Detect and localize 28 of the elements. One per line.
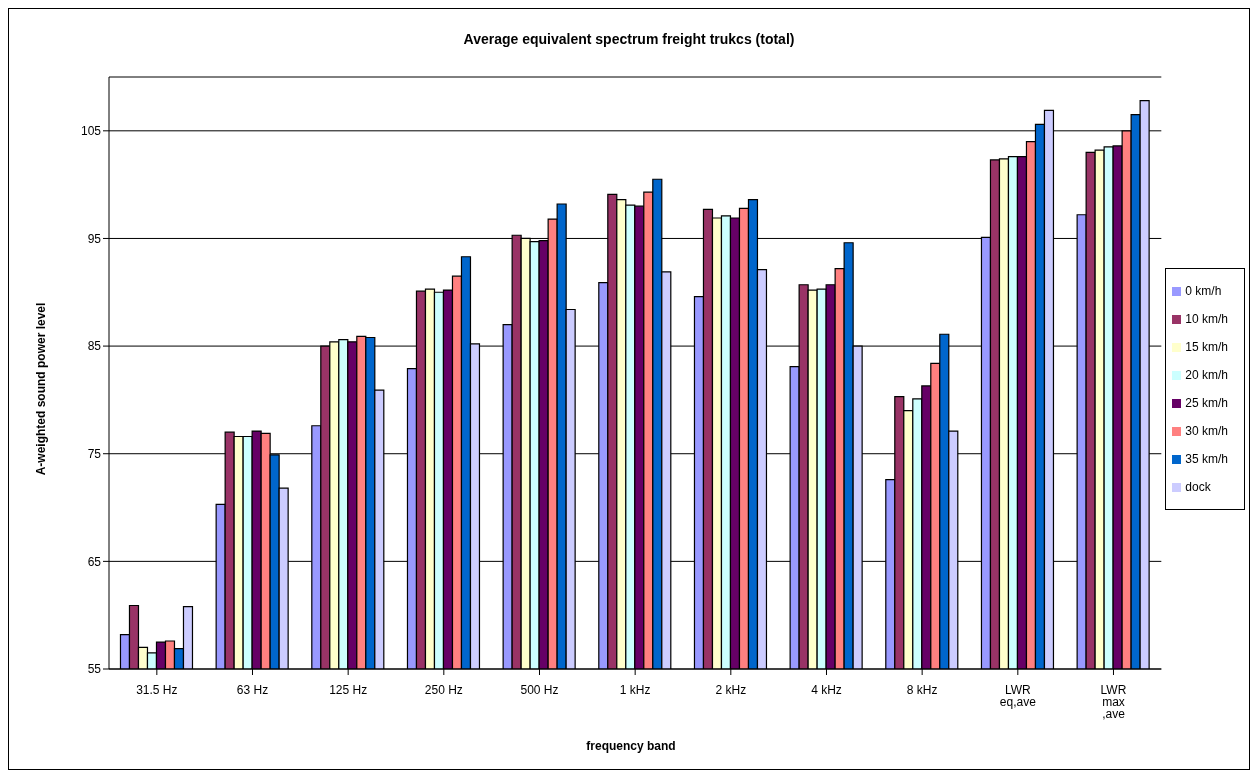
x-tick-label: LWR max ,ave (1100, 682, 1127, 721)
legend-label: 25 km/h (1185, 396, 1228, 410)
legend-label: 0 km/h (1185, 284, 1222, 298)
x-tick-label: 2 kHz (715, 682, 747, 697)
legend-label: 15 km/h (1185, 340, 1228, 354)
legend-label: 20 km/h (1185, 368, 1228, 382)
y-tick-label: 75 (87, 446, 102, 461)
x-tick-label: 8 kHz (906, 682, 938, 697)
x-tick-label: 1 kHz (619, 682, 651, 697)
y-tick-label: 105 (80, 124, 102, 139)
legend-label: dock (1185, 480, 1211, 494)
y-axis-title: A-weighted sound power level (34, 302, 48, 476)
x-axis-title: frequency band (585, 739, 677, 753)
x-tick-label: 63 Hz (236, 682, 269, 697)
y-tick-label: 95 (87, 231, 102, 246)
legend-label: 10 km/h (1185, 312, 1228, 326)
x-tick-label: 250 Hz (424, 682, 463, 697)
legend-label: 30 km/h (1185, 424, 1228, 438)
x-tick-label: 31.5 Hz (136, 682, 178, 697)
x-tick-label: LWR eq,ave (999, 682, 1037, 709)
x-tick-label: 4 kHz (811, 682, 842, 697)
y-tick-label: 65 (87, 554, 102, 569)
y-tick-label: 55 (87, 662, 102, 677)
chart-title: Average equivalent spectrum freight trukcs (total) (462, 31, 796, 47)
y-tick-label: 85 (87, 339, 102, 354)
legend-label: 35 km/h (1185, 452, 1228, 466)
x-tick-label: 125 Hz (329, 682, 368, 697)
x-tick-label: 500 Hz (520, 682, 559, 697)
